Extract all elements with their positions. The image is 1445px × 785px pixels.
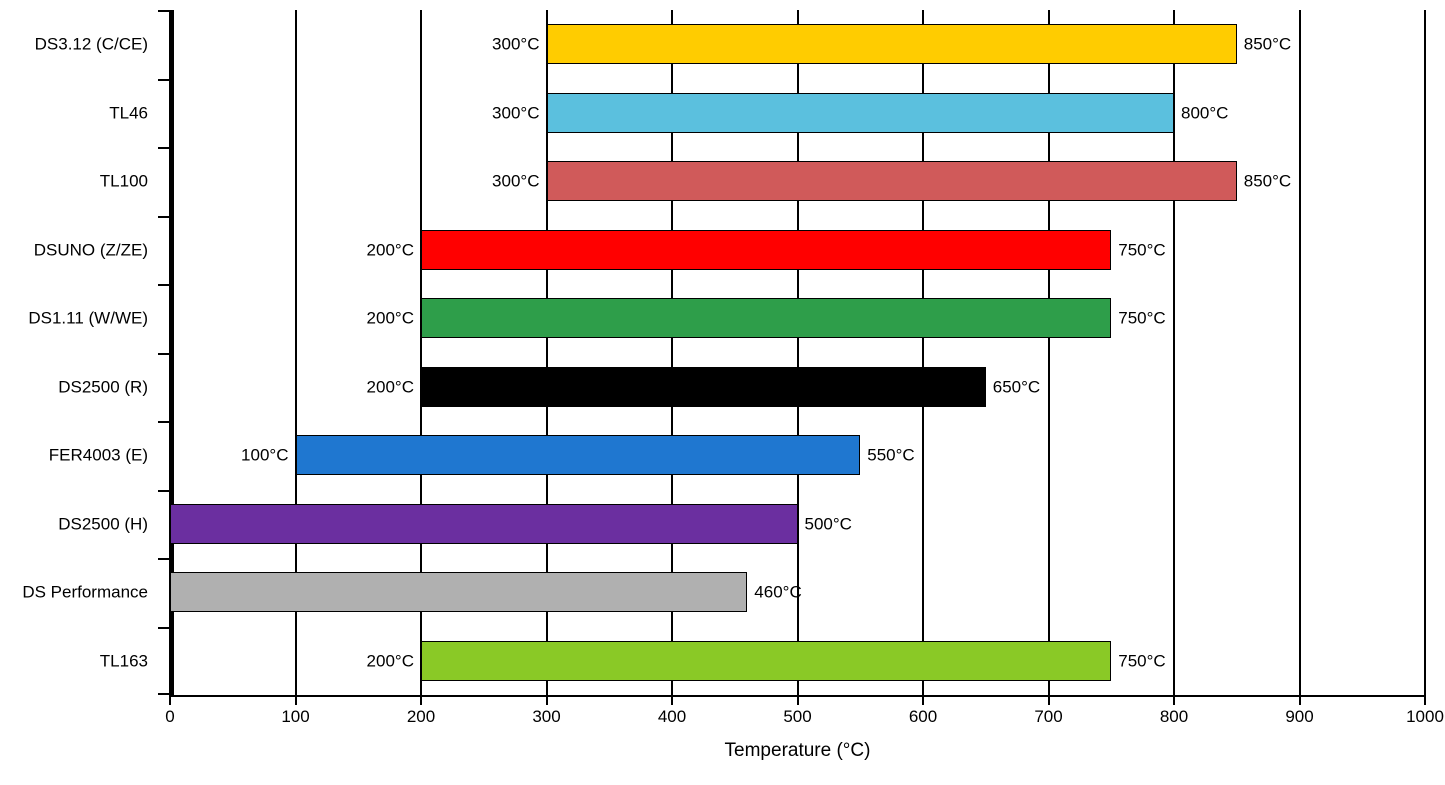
y-tick — [158, 627, 170, 629]
y-tick — [158, 693, 170, 695]
bar-end-label: 850°C — [1244, 173, 1291, 190]
y-tick — [158, 353, 170, 355]
bar-start-label: 300°C — [492, 104, 539, 121]
x-tick — [671, 695, 673, 705]
bar-row: DS2500 (R)200°C650°C — [170, 367, 1425, 407]
bar-end-label: 460°C — [754, 584, 801, 601]
bar-end-label: 550°C — [867, 447, 914, 464]
x-tick — [922, 695, 924, 705]
y-tick — [158, 421, 170, 423]
bar-start-label: 200°C — [367, 652, 414, 669]
range-bar: 200°C750°C — [421, 230, 1111, 270]
bar-start-label: 300°C — [492, 173, 539, 190]
x-tick — [546, 695, 548, 705]
range-bar: 300°C800°C — [547, 93, 1175, 133]
range-bar: 200°C750°C — [421, 298, 1111, 338]
category-label: TL163 — [100, 652, 148, 669]
bar-end-label: 750°C — [1118, 241, 1165, 258]
bar-row: FER4003 (E)100°C550°C — [170, 435, 1425, 475]
y-tick — [158, 10, 170, 12]
bar-end-label: 800°C — [1181, 104, 1228, 121]
x-axis-label: Temperature (°C) — [725, 740, 871, 762]
y-tick — [158, 284, 170, 286]
x-tick-label: 900 — [1285, 707, 1313, 727]
y-tick — [158, 216, 170, 218]
x-tick — [420, 695, 422, 705]
x-tick-label: 600 — [909, 707, 937, 727]
bar-row: DS3.12 (C/CE)300°C850°C — [170, 24, 1425, 64]
bar-end-label: 750°C — [1118, 652, 1165, 669]
x-tick-label: 1000 — [1406, 707, 1444, 727]
bar-start-label: 100°C — [241, 447, 288, 464]
bar-row: DSUNO (Z/ZE)200°C750°C — [170, 230, 1425, 270]
category-label: DS1.11 (W/WE) — [28, 310, 148, 327]
range-bar: 300°C850°C — [547, 161, 1237, 201]
x-tick — [797, 695, 799, 705]
bar-row: DS2500 (H)500°C — [170, 504, 1425, 544]
range-bar: 300°C850°C — [547, 24, 1237, 64]
x-tick-label: 200 — [407, 707, 435, 727]
bar-row: DS1.11 (W/WE)200°C750°C — [170, 298, 1425, 338]
bar-end-label: 650°C — [993, 378, 1040, 395]
x-tick-label: 800 — [1160, 707, 1188, 727]
range-bar: 460°C — [170, 572, 747, 612]
temperature-range-chart: Temperature (°C) 0 100 200 300 400 500 600 700 8… — [0, 0, 1445, 785]
x-tick-label: 400 — [658, 707, 686, 727]
y-tick — [158, 490, 170, 492]
bar-start-label: 200°C — [367, 241, 414, 258]
bar-end-label: 500°C — [805, 515, 852, 532]
range-bar: 100°C550°C — [296, 435, 861, 475]
category-label: DS Performance — [22, 584, 148, 601]
x-tick — [1173, 695, 1175, 705]
bar-start-label: 300°C — [492, 36, 539, 53]
bar-row: DS Performance460°C — [170, 572, 1425, 612]
x-tick-label: 700 — [1034, 707, 1062, 727]
bar-start-label: 200°C — [367, 378, 414, 395]
x-tick-label: 0 — [165, 707, 174, 727]
category-label: DS3.12 (C/CE) — [35, 36, 148, 53]
range-bar: 200°C650°C — [421, 367, 986, 407]
bar-end-label: 750°C — [1118, 310, 1165, 327]
range-bar: 200°C750°C — [421, 641, 1111, 681]
category-label: DSUNO (Z/ZE) — [34, 241, 148, 258]
x-tick — [169, 695, 171, 705]
bar-start-label: 200°C — [367, 310, 414, 327]
bar-row: TL46300°C800°C — [170, 93, 1425, 133]
y-tick — [158, 147, 170, 149]
x-tick — [1299, 695, 1301, 705]
category-label: TL46 — [109, 104, 148, 121]
category-label: DS2500 (R) — [58, 378, 148, 395]
x-tick — [1424, 695, 1426, 705]
x-tick — [1048, 695, 1050, 705]
y-tick — [158, 558, 170, 560]
plot-area: Temperature (°C) 01002003004005006007008… — [170, 10, 1425, 695]
bar-row: TL100300°C850°C — [170, 161, 1425, 201]
range-bar: 500°C — [170, 504, 798, 544]
category-label: FER4003 (E) — [49, 447, 148, 464]
bar-row: TL163200°C750°C — [170, 641, 1425, 681]
x-tick-label: 300 — [532, 707, 560, 727]
category-label: TL100 — [100, 173, 148, 190]
bar-end-label: 850°C — [1244, 36, 1291, 53]
x-tick-label: 500 — [783, 707, 811, 727]
x-tick — [295, 695, 297, 705]
x-tick-label: 100 — [281, 707, 309, 727]
y-tick — [158, 79, 170, 81]
category-label: DS2500 (H) — [58, 515, 148, 532]
